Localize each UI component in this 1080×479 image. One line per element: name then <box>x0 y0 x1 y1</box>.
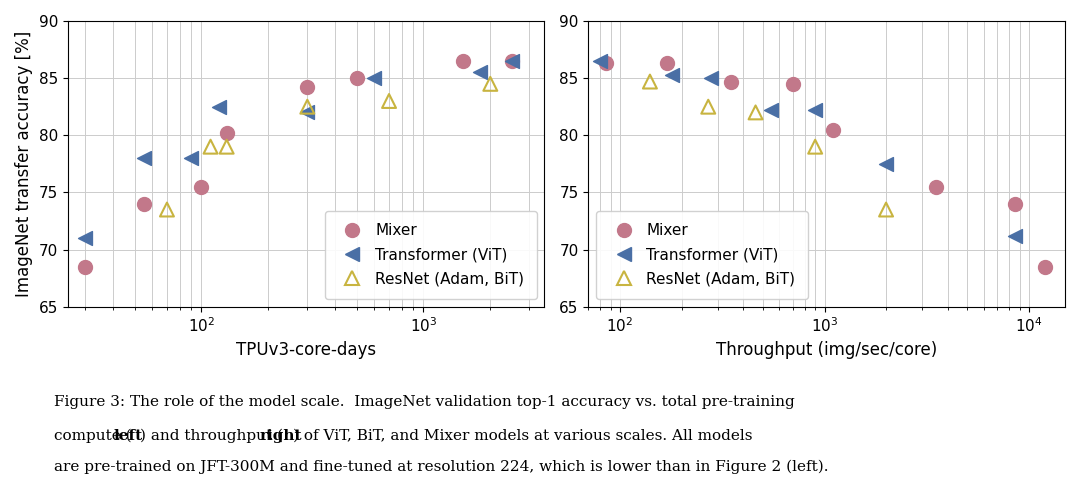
Text: left: left <box>113 429 143 443</box>
Point <box>218 129 235 137</box>
Text: ) and throughput (: ) and throughput ( <box>140 429 283 443</box>
Point <box>807 106 824 114</box>
Point <box>135 154 152 162</box>
Point <box>503 57 521 65</box>
Point <box>807 143 824 150</box>
Point <box>299 103 316 111</box>
Point <box>877 160 894 168</box>
Point <box>723 78 740 85</box>
Point <box>824 125 841 133</box>
Text: are pre-trained on JFT-300M and fine-tuned at resolution 224, which is lower tha: are pre-trained on JFT-300M and fine-tun… <box>54 460 828 474</box>
Point <box>380 97 397 105</box>
Point <box>472 68 489 76</box>
Point <box>503 57 521 65</box>
Point <box>592 57 609 65</box>
Y-axis label: ImageNet transfer accuracy [%]: ImageNet transfer accuracy [%] <box>15 31 33 297</box>
Point <box>135 200 152 207</box>
Point <box>77 263 94 271</box>
Text: compute (: compute ( <box>54 429 132 443</box>
Point <box>1005 200 1023 207</box>
Point <box>877 205 894 213</box>
Point <box>454 57 471 65</box>
Point <box>202 143 219 150</box>
X-axis label: TPUv3-core-days: TPUv3-core-days <box>235 341 376 359</box>
Point <box>700 103 717 111</box>
Point <box>77 234 94 242</box>
Point <box>482 80 499 88</box>
Point <box>218 143 235 150</box>
Point <box>299 109 316 116</box>
Point <box>1037 263 1054 271</box>
Point <box>747 109 765 116</box>
Legend: Mixer, Transformer (ViT), ResNet (Adam, BiT): Mixer, Transformer (ViT), ResNet (Adam, … <box>325 211 537 299</box>
Point <box>365 74 382 82</box>
Point <box>192 183 210 191</box>
Point <box>762 106 780 114</box>
Text: Figure 3: The role of the model scale.  ImageNet validation top-1 accuracy vs. t: Figure 3: The role of the model scale. I… <box>54 395 795 409</box>
Point <box>159 205 176 213</box>
Point <box>703 74 720 82</box>
Legend: Mixer, Transformer (ViT), ResNet (Adam, BiT): Mixer, Transformer (ViT), ResNet (Adam, … <box>596 211 808 299</box>
Text: ) of ViT, BiT, and Mixer models at various scales. All models: ) of ViT, BiT, and Mixer models at vario… <box>293 429 753 443</box>
Point <box>299 83 316 91</box>
Point <box>784 80 801 88</box>
Point <box>348 74 365 82</box>
Text: right: right <box>260 429 302 443</box>
Point <box>642 78 659 85</box>
X-axis label: Throughput (img/sec/core): Throughput (img/sec/core) <box>716 341 937 359</box>
Point <box>663 71 680 79</box>
Point <box>1005 232 1023 240</box>
Point <box>659 59 676 67</box>
Point <box>211 103 228 111</box>
Point <box>183 154 200 162</box>
Point <box>927 183 944 191</box>
Point <box>597 59 615 67</box>
